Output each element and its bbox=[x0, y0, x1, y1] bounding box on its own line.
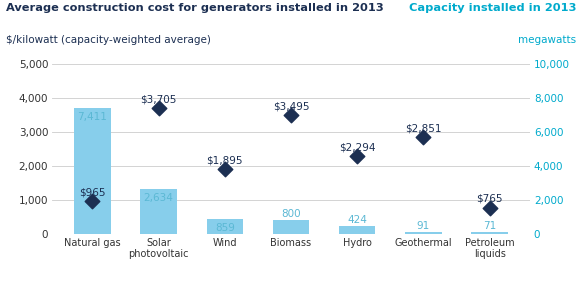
Bar bbox=[74, 108, 111, 234]
Text: $965: $965 bbox=[79, 187, 105, 197]
Point bbox=[419, 135, 428, 139]
Point bbox=[220, 167, 229, 172]
Text: 91: 91 bbox=[417, 221, 430, 231]
Text: 424: 424 bbox=[347, 215, 367, 225]
Bar bbox=[140, 189, 177, 234]
Point bbox=[485, 205, 494, 210]
Text: 800: 800 bbox=[281, 209, 301, 219]
Text: Capacity installed in 2013: Capacity installed in 2013 bbox=[409, 3, 576, 13]
Text: $1,895: $1,895 bbox=[207, 156, 243, 166]
Text: 859: 859 bbox=[215, 223, 235, 233]
Bar bbox=[273, 220, 309, 234]
Text: $2,851: $2,851 bbox=[405, 123, 442, 133]
Text: 7,411: 7,411 bbox=[77, 112, 107, 122]
Text: 2,634: 2,634 bbox=[144, 193, 173, 203]
Text: $/kilowatt (capacity-weighted average): $/kilowatt (capacity-weighted average) bbox=[6, 35, 211, 45]
Text: $2,294: $2,294 bbox=[339, 142, 375, 152]
Text: Average construction cost for generators installed in 2013: Average construction cost for generators… bbox=[6, 3, 384, 13]
Text: megawatts: megawatts bbox=[518, 35, 576, 45]
Bar bbox=[207, 219, 243, 234]
Text: 71: 71 bbox=[483, 221, 496, 231]
Text: $3,705: $3,705 bbox=[140, 94, 177, 104]
Text: $765: $765 bbox=[477, 194, 503, 204]
Point bbox=[88, 199, 97, 203]
Bar bbox=[405, 232, 442, 234]
Text: $3,495: $3,495 bbox=[273, 102, 309, 112]
Point bbox=[286, 113, 296, 118]
Point bbox=[154, 106, 163, 110]
Bar bbox=[471, 232, 508, 234]
Point bbox=[353, 154, 362, 158]
Bar bbox=[339, 226, 375, 234]
